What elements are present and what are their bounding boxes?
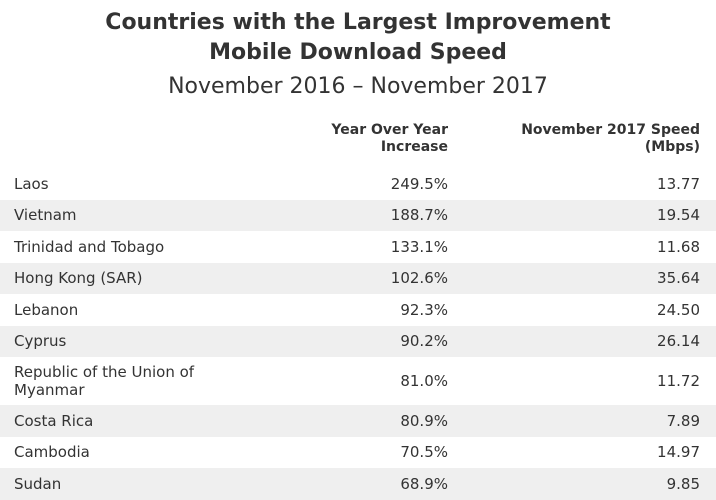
column-header-speed-line-1: November 2017 Speed xyxy=(521,122,700,138)
speed-cell: 7.89 xyxy=(666,411,700,430)
country-cell: Sudan xyxy=(14,474,62,493)
increase-cell: 92.3% xyxy=(400,300,448,319)
table-row: Cyprus 90.2% 26.14 xyxy=(0,325,716,357)
speed-cell: 19.54 xyxy=(657,206,700,225)
increase-cell: 133.1% xyxy=(390,237,448,256)
page-title-line-1: Countries with the Largest Improvement xyxy=(105,10,611,35)
table-body: Laos 249.5% 13.77 Vietnam 188.7% 19.54 T… xyxy=(0,168,716,500)
column-header-increase-line-2: Increase xyxy=(380,139,448,155)
increase-cell: 70.5% xyxy=(400,443,448,462)
table-header: Year Over Year Increase November 2017 Sp… xyxy=(0,122,716,166)
increase-cell: 188.7% xyxy=(390,206,448,225)
table-row: Costa Rica 80.9% 7.89 xyxy=(0,405,716,437)
speed-cell: 11.72 xyxy=(657,372,700,390)
country-cell: Lebanon xyxy=(14,300,79,319)
speed-cell: 26.14 xyxy=(657,332,700,351)
country-cell: Hong Kong (SAR) xyxy=(14,269,143,288)
increase-cell: 102.6% xyxy=(390,269,448,288)
column-header-speed-line-2: (Mbps) xyxy=(644,139,700,155)
column-header-increase-line-1: Year Over Year xyxy=(331,122,448,138)
speed-cell: 35.64 xyxy=(657,269,700,288)
increase-cell: 249.5% xyxy=(390,174,448,193)
increase-cell: 90.2% xyxy=(400,332,448,351)
speed-table: Year Over Year Increase November 2017 Sp… xyxy=(0,122,716,500)
page-subtitle: November 2016 – November 2017 xyxy=(168,74,548,99)
column-header-increase: Year Over Year Increase xyxy=(288,122,448,156)
speed-cell: 24.50 xyxy=(657,300,700,319)
table-row: Vietnam 188.7% 19.54 xyxy=(0,199,716,231)
column-header-speed: November 2017 Speed (Mbps) xyxy=(480,122,700,156)
table-row: Lebanon 92.3% 24.50 xyxy=(0,294,716,326)
increase-cell: 81.0% xyxy=(400,372,448,390)
country-cell: Trinidad and Tobago xyxy=(14,237,165,256)
page-title-line-2: Mobile Download Speed xyxy=(209,40,507,65)
country-cell: Vietnam xyxy=(14,206,77,225)
speed-cell: 9.85 xyxy=(666,474,700,493)
table-row: Cambodia 70.5% 14.97 xyxy=(0,437,716,469)
country-cell: Laos xyxy=(14,174,49,193)
table-row: Republic of the Union of Myanmar 81.0% 1… xyxy=(0,357,716,405)
table-row: Laos 249.5% 13.77 xyxy=(0,168,716,200)
speed-cell: 11.68 xyxy=(657,237,700,256)
country-cell: Costa Rica xyxy=(14,411,94,430)
table-row: Trinidad and Tobago 133.1% 11.68 xyxy=(0,231,716,263)
country-cell: Cambodia xyxy=(14,443,90,462)
country-cell: Cyprus xyxy=(14,332,67,351)
speed-cell: 13.77 xyxy=(657,174,700,193)
table-row: Hong Kong (SAR) 102.6% 35.64 xyxy=(0,262,716,294)
country-cell: Republic of the Union of Myanmar xyxy=(14,363,195,399)
increase-cell: 68.9% xyxy=(400,474,448,493)
table-row: Sudan 68.9% 9.85 xyxy=(0,468,716,500)
increase-cell: 80.9% xyxy=(400,411,448,430)
speed-cell: 14.97 xyxy=(657,443,700,462)
